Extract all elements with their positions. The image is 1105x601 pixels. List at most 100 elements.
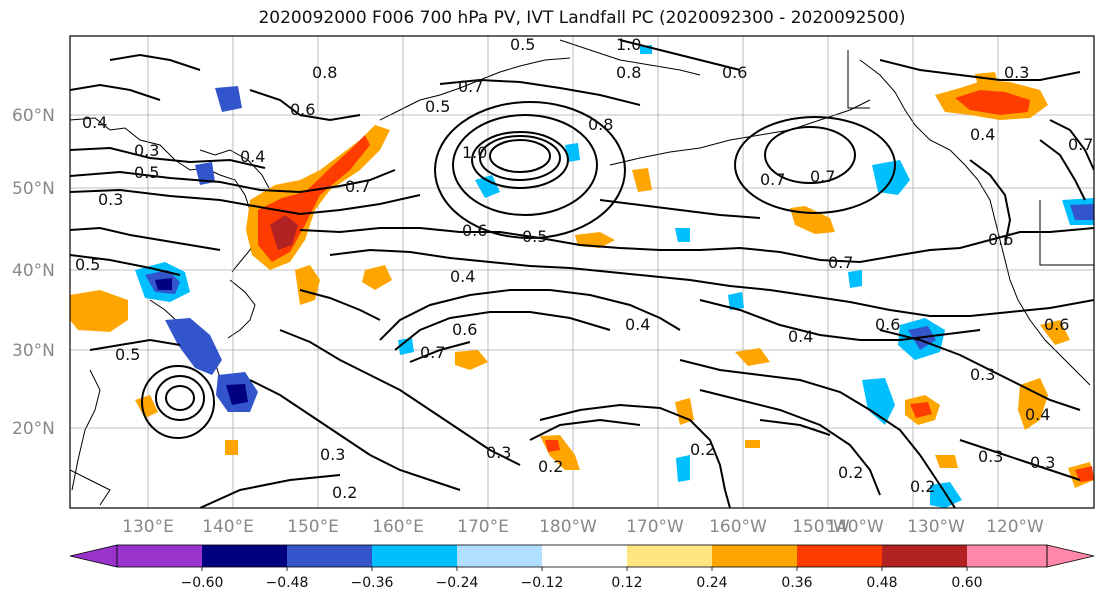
colorbar: −0.60 −0.48 −0.36 −0.24 −0.12 0.12 0.24 … (69, 544, 1095, 591)
contour-label: 0.2 (332, 483, 357, 502)
lon-label: 140°E (202, 517, 254, 537)
contour-label: 0.3 (320, 445, 345, 464)
contour-label: 0.5 (134, 163, 159, 182)
shade-negative (155, 278, 172, 290)
latitude-labels: 60°N 50°N 40°N 30°N 20°N (12, 106, 55, 439)
colorbar-segment (202, 545, 287, 567)
contour-label: 0.3 (486, 443, 511, 462)
lat-label: 50°N (12, 179, 55, 199)
contour-label: 0.6 (1044, 315, 1069, 334)
contour-label: 0.8 (616, 63, 641, 82)
colorbar-segment (712, 545, 797, 567)
contour-label: 0.7 (458, 77, 483, 96)
lat-label: 20°N (12, 419, 55, 439)
map-frame (69, 35, 1095, 509)
shade-negative (848, 270, 862, 288)
shade-positive (1018, 378, 1048, 430)
shade-negative (675, 228, 690, 242)
shade-positive (575, 232, 615, 248)
contour-label: 0.5 (510, 35, 535, 54)
shade-positive (225, 440, 238, 455)
contour-labels: 0.5 0.7 0.5 0.8 0.6 1.0 0.8 0.6 0.4 0.3 … (75, 35, 1093, 502)
contour-label: 0.4 (1025, 405, 1050, 424)
colorbar-tick: 0.12 (611, 575, 642, 591)
shade-positive (955, 90, 1030, 115)
contour-label: 0.6 (875, 315, 900, 334)
contour-label: 0.7 (1068, 135, 1093, 154)
contour-label: 0.4 (240, 147, 265, 166)
shade-positive (632, 168, 652, 192)
lon-label: 150°W (792, 517, 850, 537)
lon-label: 130°E (122, 517, 174, 537)
contour-label: 0.4 (788, 327, 813, 346)
contour-label: 0.8 (588, 115, 613, 134)
colorbar-tick: −0.36 (351, 575, 394, 591)
lat-label: 40°N (12, 261, 55, 281)
ivt-shading (70, 45, 1094, 508)
contour-label: 0.5 (522, 227, 547, 246)
pv-contours (70, 39, 1094, 508)
lon-label: 170°W (626, 517, 684, 537)
colorbar-segment (542, 545, 627, 567)
contour-label: 0.2 (538, 457, 563, 476)
colorbar-segment (372, 545, 457, 567)
shade-positive (70, 290, 128, 332)
contour-label: 0.5 (75, 255, 100, 274)
lon-label: 140°W (826, 517, 884, 537)
colorbar-segment (967, 545, 1047, 567)
contour-label: 0.4 (450, 267, 475, 286)
contour-label: 0.3 (134, 141, 159, 160)
colorbar-segment (797, 545, 882, 567)
shade-negative (165, 318, 222, 375)
contour-label: 1.0 (616, 35, 641, 54)
shade-positive (455, 350, 488, 370)
shade-positive (135, 395, 158, 418)
shade-positive (1075, 466, 1094, 482)
contour-label: 0.7 (420, 343, 445, 362)
contour-label: 0.6 (290, 100, 315, 119)
shade-negative (215, 86, 242, 112)
shade-negative (676, 455, 690, 482)
shade-positive (735, 348, 770, 366)
shade-positive (295, 265, 320, 305)
lon-label: 150°E (287, 517, 339, 537)
shade-negative (872, 160, 910, 195)
contour-label: 0.7 (828, 253, 853, 272)
colorbar-tick: 0.60 (951, 575, 982, 591)
shade-negative (1070, 204, 1094, 220)
contour-label: 0.2 (838, 463, 863, 482)
contour-label: 0.6 (988, 230, 1013, 249)
contour-label: 0.3 (98, 190, 123, 209)
colorbar-tick: 0.24 (696, 575, 727, 591)
contour-label: 0.5 (115, 345, 140, 364)
plot-title: 2020092000 F006 700 hPa PV, IVT Landfall… (258, 8, 906, 28)
lat-label: 60°N (12, 106, 55, 126)
contour-label: 0.7 (345, 177, 370, 196)
colorbar-segment (882, 545, 967, 567)
contour-label: 0.4 (970, 125, 995, 144)
contour-label: 0.3 (1030, 453, 1055, 472)
contour-label: 0.2 (910, 477, 935, 496)
contour-label: 0.4 (82, 113, 107, 132)
shade-positive (1040, 320, 1070, 345)
shade-negative (398, 338, 414, 355)
contour-label: 0.3 (978, 447, 1003, 466)
colorbar-tick: 0.48 (866, 575, 897, 591)
contour-label: 0.2 (690, 440, 715, 459)
colorbar-extend-high (1046, 544, 1095, 568)
colorbar-segment (457, 545, 542, 567)
colorbar-tick: 0.36 (781, 575, 812, 591)
lon-label: 120°W (986, 517, 1044, 537)
contour-label: 0.7 (810, 167, 835, 186)
colorbar-tick: −0.24 (436, 575, 479, 591)
contour-label: 0.8 (312, 63, 337, 82)
shade-negative (226, 384, 248, 405)
shade-positive (675, 398, 694, 425)
lon-label: 170°E (457, 517, 509, 537)
colorbar-extend-low (69, 544, 118, 568)
shade-negative (475, 175, 500, 198)
shade-positive (545, 440, 560, 452)
contour-label: 1.0 (462, 143, 487, 162)
colorbar-segment (117, 545, 202, 567)
